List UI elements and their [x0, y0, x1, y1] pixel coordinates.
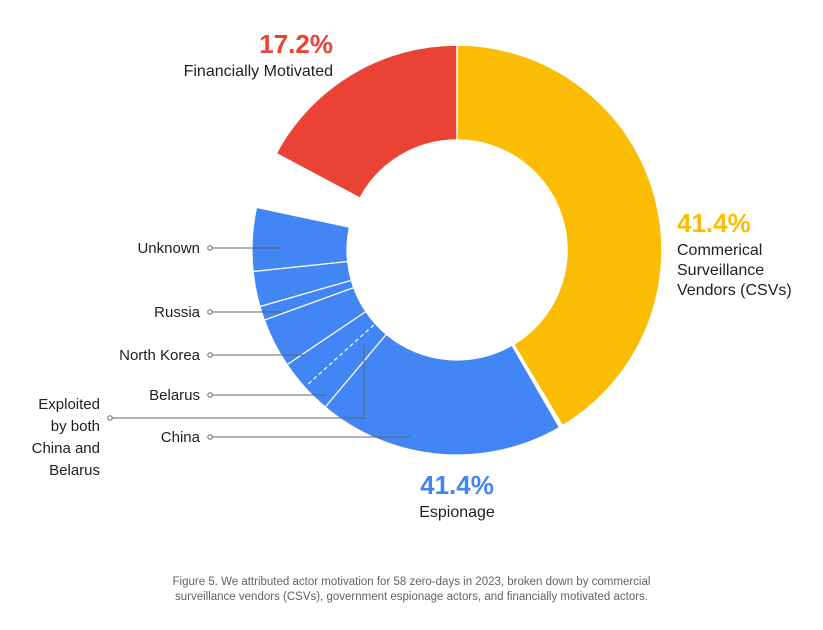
leader-lines [107, 245, 410, 440]
breakdown-label-china-belarus-line-1: Exploited [38, 396, 100, 413]
joint-attribution-dashed-divider [305, 324, 375, 387]
slice-financially-motivated [275, 44, 458, 200]
caption-line-2: surveillance vendors (CSVs), government … [174, 591, 648, 603]
breakdown-label-china-belarus-line-3: China and [32, 440, 100, 457]
breakdown-label-china-belarus-line-2: by both [51, 418, 100, 435]
espionage-category-label-line-1: Espionage [419, 504, 495, 521]
donut-slices [251, 44, 663, 456]
csv-category-label-line-2: Surveillance [677, 262, 764, 279]
slice-labels: 41.4% Commerical Surveillance Vendors (CSVs… [32, 29, 792, 521]
espionage-percent-label: 41.4% [420, 470, 494, 500]
financial-percent-label: 17.2% [259, 29, 333, 59]
caption-line-1: Figure 5. We attributed actor motivation… [172, 576, 651, 588]
leader-dot-belarus [207, 392, 213, 398]
leader-dot-russia [207, 309, 213, 315]
slice-espionage-unknown [251, 206, 351, 273]
csv-percent-label: 41.4% [677, 208, 751, 238]
slice-espionage-china [324, 333, 561, 456]
csv-category-label-line-3: Vendors (CSVs) [677, 282, 792, 299]
breakdown-label-north-korea: North Korea [119, 347, 201, 364]
financial-category-label-line-1: Financially Motivated [184, 63, 333, 80]
breakdown-label-russia: Russia [154, 304, 201, 321]
figure-caption: Figure 5. We attributed actor motivation… [120, 575, 703, 605]
leader-dot-north-korea [207, 352, 213, 358]
breakdown-label-china-belarus-line-4: Belarus [49, 462, 100, 479]
leader-dot-china-belarus [107, 415, 113, 421]
csv-category-label-line-1: Commerical [677, 242, 762, 259]
breakdown-label-unknown: Unknown [137, 240, 200, 257]
leader-dot-unknown [207, 245, 213, 251]
leader-line-china-belarus [110, 345, 365, 419]
slice-csv [456, 44, 663, 427]
leader-dot-china [207, 434, 213, 440]
breakdown-label-belarus: Belarus [149, 387, 200, 404]
breakdown-label-china: China [161, 429, 201, 446]
